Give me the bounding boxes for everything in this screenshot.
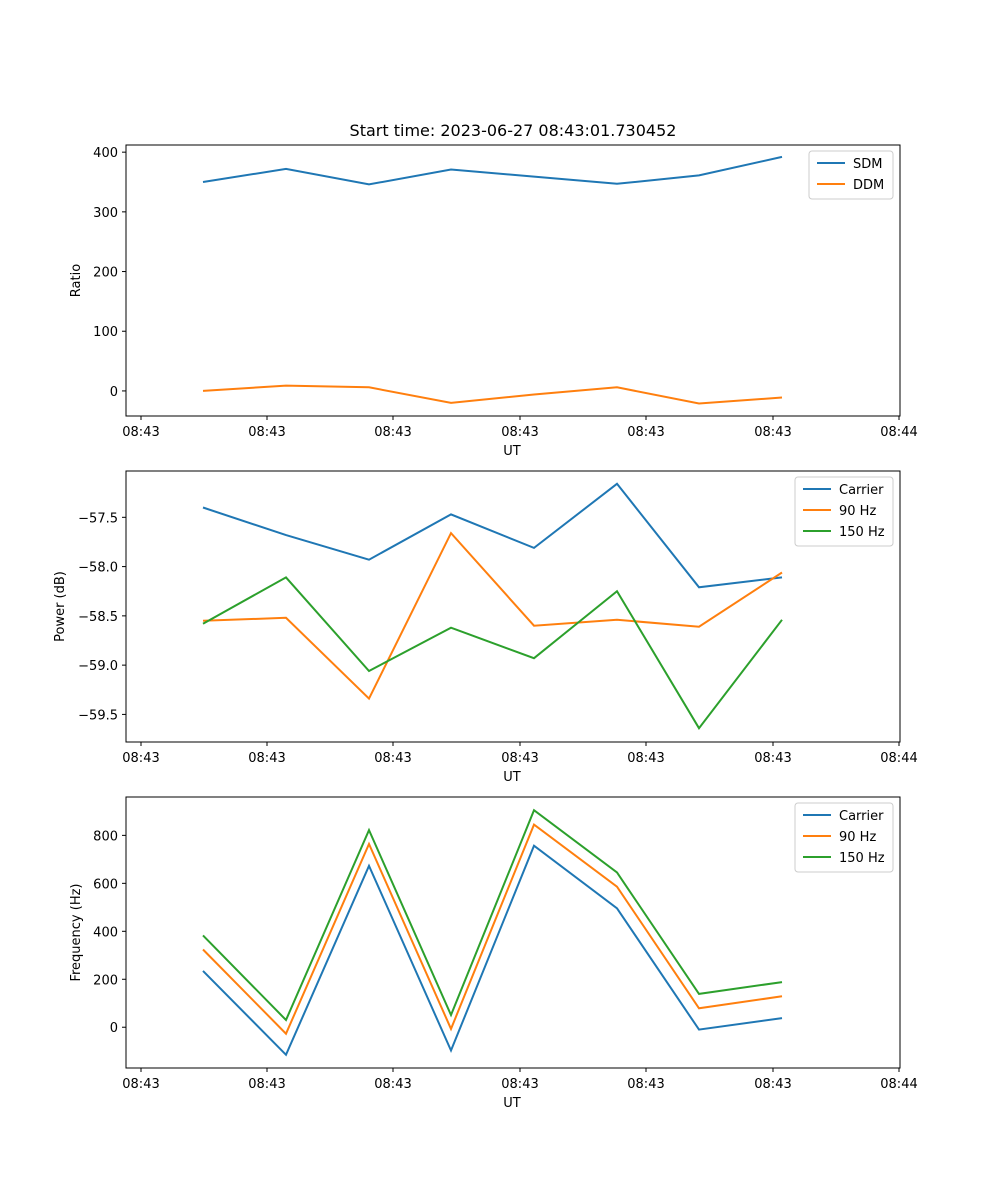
legend-label: 150 Hz bbox=[839, 851, 885, 866]
y-tick-label: 100 bbox=[93, 325, 118, 340]
x-tick-label: 08:44 bbox=[880, 1077, 917, 1092]
x-tick-label: 08:43 bbox=[248, 1077, 285, 1092]
x-axis-label: UT bbox=[503, 770, 521, 785]
y-axis-label: Power (dB) bbox=[53, 571, 68, 642]
series-line-ddm bbox=[202, 384, 783, 405]
x-tick-label: 08:43 bbox=[501, 1077, 538, 1092]
legend: Carrier 90 Hz 150 Hz bbox=[794, 802, 894, 873]
series-line-carrier bbox=[202, 844, 783, 1057]
panel-1: 08:43 08:43 08:43 08:43 08:43 08:43 08:44 UT 0 10… bbox=[69, 144, 918, 459]
y-tick-label: 0 bbox=[110, 385, 118, 400]
x-tick-label: 08:43 bbox=[122, 425, 159, 440]
y-tick-label: 200 bbox=[93, 266, 118, 281]
figure-title: Start time: 2023-06-27 08:43:01.730452 bbox=[350, 121, 677, 140]
legend-label: Carrier bbox=[839, 483, 884, 498]
y-tick-label: 800 bbox=[93, 829, 118, 844]
legend-box bbox=[794, 476, 894, 547]
x-tick-label: 08:43 bbox=[627, 751, 664, 766]
x-tick-label: 08:43 bbox=[122, 1077, 159, 1092]
legend-label: SDM bbox=[853, 157, 882, 172]
legend: Carrier 90 Hz 150 Hz bbox=[794, 476, 894, 547]
panel-3: 08:43 08:43 08:43 08:43 08:43 08:43 08:44 UT 0 20… bbox=[69, 796, 918, 1111]
x-tick-label: 08:43 bbox=[374, 751, 411, 766]
y-tick-label: 400 bbox=[93, 925, 118, 940]
x-tick-label: 08:43 bbox=[374, 425, 411, 440]
legend-box bbox=[794, 802, 894, 873]
series-line-sdm bbox=[202, 155, 783, 186]
x-tick-label: 08:43 bbox=[374, 1077, 411, 1092]
x-tick-label: 08:44 bbox=[880, 751, 917, 766]
x-axis-label: UT bbox=[503, 444, 521, 459]
legend-label: 90 Hz bbox=[839, 504, 876, 519]
x-axis-label: UT bbox=[503, 1096, 521, 1111]
legend-label: 90 Hz bbox=[839, 830, 876, 845]
plot-frame bbox=[125, 796, 901, 1069]
series-line-90-hz bbox=[202, 531, 783, 701]
x-tick-label: 08:43 bbox=[248, 425, 285, 440]
y-tick-label: 0 bbox=[110, 1021, 118, 1036]
series-line-150-hz bbox=[202, 808, 783, 1022]
y-tick-label: −58.5 bbox=[78, 610, 118, 625]
series-line-90-hz bbox=[202, 823, 783, 1036]
x-tick-label: 08:43 bbox=[627, 425, 664, 440]
x-tick-label: 08:43 bbox=[754, 425, 791, 440]
y-tick-label: 400 bbox=[93, 146, 118, 161]
plot-frame bbox=[125, 144, 901, 417]
x-tick-label: 08:43 bbox=[501, 751, 538, 766]
plot-frame bbox=[125, 470, 901, 743]
y-tick-label: −58.0 bbox=[78, 561, 118, 576]
series-line-150-hz bbox=[202, 576, 783, 730]
y-tick-label: −59.5 bbox=[78, 708, 118, 723]
y-axis-label: Frequency (Hz) bbox=[69, 883, 84, 981]
y-axis-label: Ratio bbox=[69, 264, 84, 297]
x-tick-label: 08:43 bbox=[754, 1077, 791, 1092]
x-tick-label: 08:43 bbox=[754, 751, 791, 766]
x-tick-label: 08:43 bbox=[122, 751, 159, 766]
y-tick-label: 200 bbox=[93, 973, 118, 988]
x-tick-label: 08:43 bbox=[501, 425, 538, 440]
x-tick-label: 08:44 bbox=[880, 425, 917, 440]
x-tick-label: 08:43 bbox=[627, 1077, 664, 1092]
x-tick-label: 08:43 bbox=[248, 751, 285, 766]
legend-label: 150 Hz bbox=[839, 525, 885, 540]
legend-label: Carrier bbox=[839, 809, 884, 824]
legend-label: DDM bbox=[853, 178, 884, 193]
y-tick-label: 600 bbox=[93, 877, 118, 892]
y-tick-label: 300 bbox=[93, 206, 118, 221]
legend: SDM DDM bbox=[808, 150, 894, 200]
series-line-carrier bbox=[202, 482, 783, 589]
y-tick-label: −59.0 bbox=[78, 659, 118, 674]
y-tick-label: −57.5 bbox=[78, 511, 118, 526]
panel-2: 08:43 08:43 08:43 08:43 08:43 08:43 08:44 UT −59… bbox=[53, 470, 918, 785]
